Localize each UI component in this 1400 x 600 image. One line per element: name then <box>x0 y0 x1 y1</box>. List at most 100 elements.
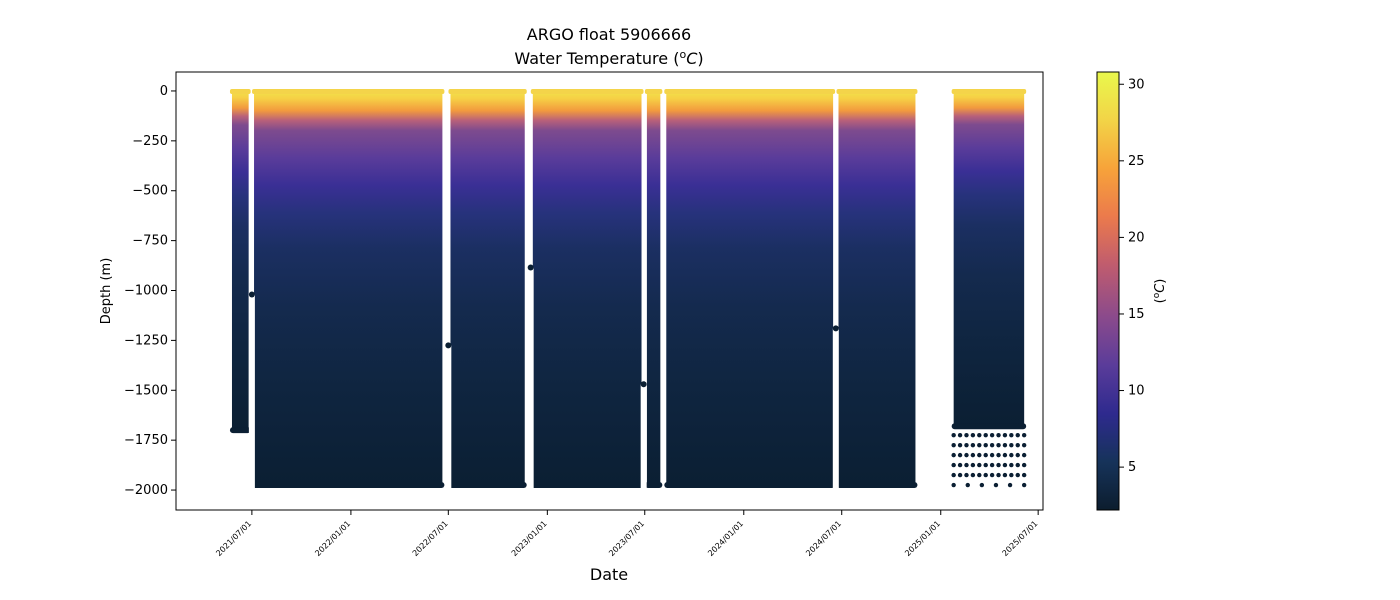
deep-point <box>1002 452 1008 458</box>
deep-point <box>1009 462 1014 468</box>
colorbar-label-prefix: ( <box>1153 298 1168 303</box>
profile-segment-5 <box>666 90 834 486</box>
colorbar-label-suffix: ) <box>1153 279 1168 284</box>
y-tick-label: −1250 <box>124 333 168 348</box>
deep-point <box>1002 472 1008 478</box>
colorbar-tick-label: 20 <box>1128 230 1145 245</box>
deep-point <box>983 462 988 468</box>
deep-point <box>951 472 956 478</box>
deep-point <box>1002 432 1008 438</box>
deep-point <box>1021 472 1027 478</box>
x-tick-label: 2025/07/01 <box>1001 519 1040 558</box>
deep-point <box>977 462 982 468</box>
deep-point <box>951 452 956 458</box>
x-tick-label: 2024/07/01 <box>804 519 843 558</box>
deep-point <box>970 472 976 478</box>
surface-marker-row-3 <box>530 88 644 94</box>
deep-point <box>951 442 956 448</box>
deep-point <box>970 432 976 438</box>
bottom-marker-row-2 <box>448 482 527 489</box>
deep-point <box>1015 462 1020 468</box>
bottom-marker-row-1 <box>252 482 445 489</box>
deep-point <box>989 442 995 448</box>
shallow-profile-gap-1 <box>445 345 452 510</box>
shallow-profile-end-0 <box>248 291 255 298</box>
shallow-profile-gap-3 <box>640 384 647 510</box>
colorbar-tick-label: 10 <box>1128 384 1145 399</box>
deep-point <box>996 432 1001 438</box>
deep-point <box>1009 432 1014 438</box>
subtitle-suffix: ) <box>697 49 703 68</box>
x-tick-label: 2022/01/01 <box>313 519 352 558</box>
y-tick-label: −1000 <box>124 284 168 299</box>
deep-point <box>1015 432 1020 438</box>
shallow-profile-end-2 <box>527 264 534 271</box>
deep-point <box>1015 452 1020 458</box>
deep-point <box>957 462 963 468</box>
profile-segment-7 <box>953 90 1025 427</box>
shallow-profile-gap-0 <box>248 294 255 510</box>
deep-point <box>1015 472 1020 478</box>
sparse-deep-points <box>951 432 1027 488</box>
deep-point <box>983 452 988 458</box>
deep-point <box>1002 442 1008 448</box>
deep-point <box>1007 482 1013 488</box>
y-tick-label: −1750 <box>124 433 168 448</box>
deep-point <box>1021 452 1027 458</box>
bottom-marker-row-3 <box>530 482 644 489</box>
deep-point <box>983 472 988 478</box>
deep-point <box>977 472 982 478</box>
chart-title: ARGO float 5906666 <box>527 25 691 44</box>
surface-marker-row-2 <box>448 88 527 94</box>
deep-point <box>1009 442 1014 448</box>
deep-point <box>957 452 963 458</box>
profile-segment-4 <box>646 90 661 486</box>
colorbar <box>1096 71 1120 511</box>
deep-point <box>996 452 1001 458</box>
deep-point <box>957 432 963 438</box>
surface-marker-row-5 <box>664 88 836 94</box>
x-tick-label: 2023/01/01 <box>510 519 549 558</box>
profile-segment-3 <box>532 90 642 486</box>
shallow-profile-gap-2 <box>527 267 534 510</box>
x-tick-label: 2023/07/01 <box>607 519 646 558</box>
shallow-profile-gap-4 <box>832 328 839 510</box>
deep-point <box>951 462 956 468</box>
x-tick-label: 2025/01/01 <box>903 519 942 558</box>
profile-segment-2 <box>450 90 525 486</box>
deep-point <box>996 442 1001 448</box>
deep-point <box>977 442 982 448</box>
deep-point <box>964 442 969 448</box>
deep-point <box>1002 462 1008 468</box>
bottom-marker-row-7 <box>951 423 1027 430</box>
colorbar-tick-label: 15 <box>1128 307 1145 322</box>
shallow-profile-end-4 <box>832 325 839 332</box>
surface-marker-row-7 <box>951 88 1027 94</box>
deep-point <box>977 452 982 458</box>
shallow-profile-end-3 <box>640 381 647 388</box>
profile-segments <box>229 88 1027 489</box>
y-axis-label: Depth (m) <box>99 258 114 325</box>
deep-point <box>1021 442 1027 448</box>
y-tick-label: −1500 <box>124 383 168 398</box>
deep-point <box>970 462 976 468</box>
subtitle-prefix: Water Temperature ( <box>514 49 679 68</box>
deep-point <box>970 452 976 458</box>
chart-subtitle: Water Temperature (oC) <box>514 48 703 68</box>
deep-point <box>1021 462 1027 468</box>
colorbar-ticks: 5 10 15 20 25 30 <box>1119 77 1145 475</box>
bottom-marker-row-0 <box>229 427 251 434</box>
y-tick-label: −500 <box>132 184 168 199</box>
deep-point <box>989 462 995 468</box>
deep-point <box>977 432 982 438</box>
bottom-marker-row-6 <box>836 482 918 489</box>
deep-point <box>951 482 956 488</box>
subtitle-superscript: o <box>679 48 686 61</box>
y-tick-label: −750 <box>132 234 168 249</box>
deep-point <box>964 432 969 438</box>
bottom-marker-row-4 <box>644 482 663 489</box>
x-axis-label: Date <box>590 565 628 584</box>
deep-point <box>983 432 988 438</box>
deep-point <box>957 442 963 448</box>
